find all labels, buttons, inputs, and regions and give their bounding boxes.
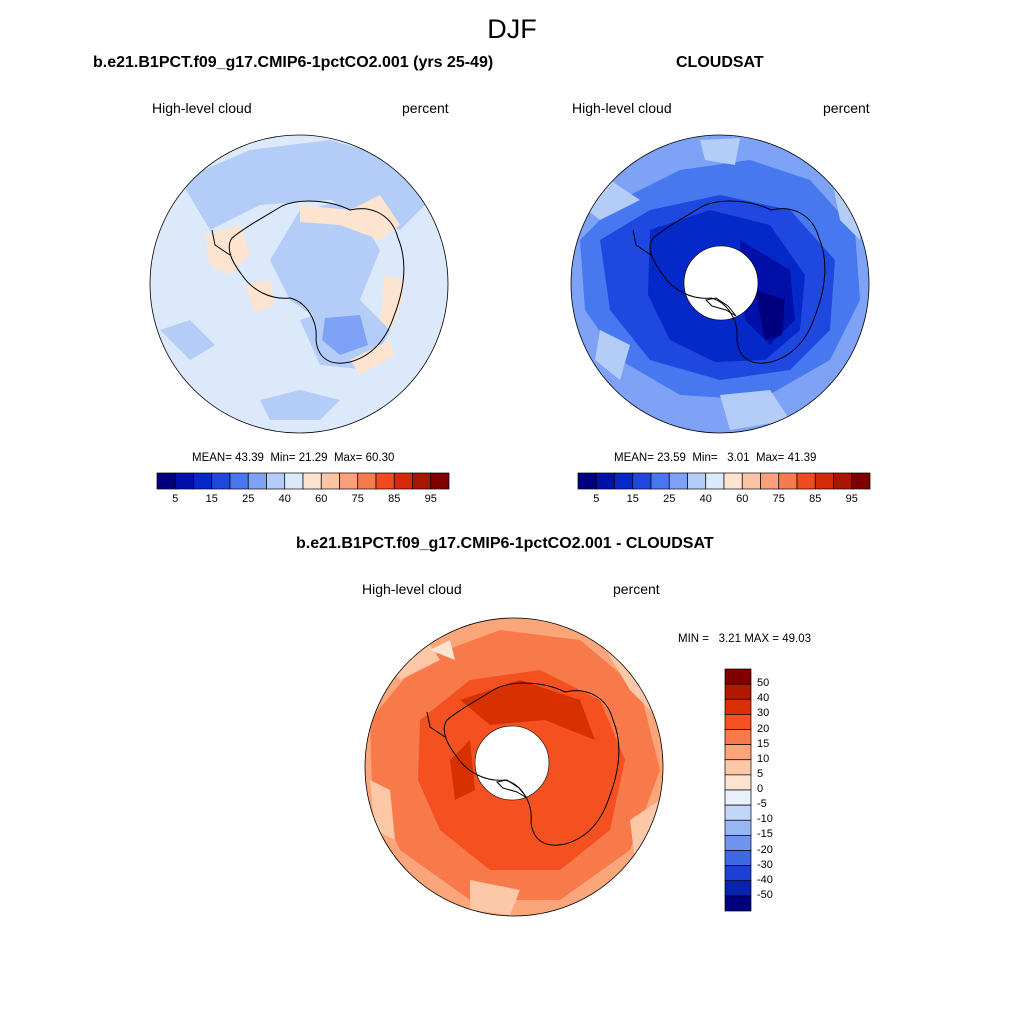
panel1-max-label: Max=: [333, 452, 363, 464]
panel3-units-label: percent: [613, 581, 660, 597]
panel2-max-label: Max=: [755, 452, 785, 464]
colorbar-cell: [724, 759, 752, 776]
colorbar-tick-label: 95: [424, 493, 437, 505]
panel2-units-label: percent: [823, 100, 870, 116]
panel3-title: b.e21.B1PCT.f09_g17.CMIP6-1pctCO2.001 - …: [296, 535, 714, 552]
panel2-variable-label: High-level cloud: [572, 100, 672, 116]
panel1-coastline: [211, 200, 405, 364]
colorbar-cell: [724, 789, 752, 806]
panel2-min-label: Min=: [692, 452, 718, 464]
colorbar-cell: [851, 472, 871, 490]
panel1-stats: MEAN= 43.39 Min= 21.29 Max= 60.30: [192, 452, 394, 464]
colorbar-tick-label: -50: [757, 888, 773, 901]
colorbar-cell: [724, 895, 752, 912]
colorbar-cell: [724, 804, 752, 821]
panel1-variable-label: High-level cloud: [152, 100, 252, 116]
colorbar-cell: [724, 865, 752, 882]
panel1-min-label: Min=: [270, 452, 296, 464]
colorbar-tick-label: 15: [205, 493, 218, 505]
colorbar-tick-label: 75: [351, 493, 364, 505]
panel1-cloud-field: [150, 135, 448, 433]
colorbar-cell: [724, 835, 752, 851]
colorbar-tick-label: 40: [757, 692, 770, 705]
colorbar-tick-label: 85: [809, 493, 822, 505]
panel3-stats: MIN = 3.21 MAX = 49.03: [678, 633, 811, 645]
colorbar-cell: [724, 880, 752, 897]
panel2-pole-hole: [683, 245, 759, 321]
panel2-stats: MEAN= 23.59 Min= 3.01 Max= 41.39: [614, 452, 816, 464]
colorbar-tick-label: 30: [757, 707, 770, 720]
panel2-cloud-field: [571, 135, 869, 433]
panel2-coastline: [632, 200, 826, 364]
colorbar-tick-label: 15: [626, 493, 639, 505]
colorbar-tick-label: -30: [757, 858, 773, 871]
colorbar-tick-label: 15: [757, 737, 770, 750]
panel1-map-border: [149, 134, 449, 434]
panel3-pole-hole: [474, 725, 550, 801]
colorbar-tick-label: 40: [699, 493, 712, 505]
panel3-min-value: 3.21: [718, 633, 741, 645]
colorbar-tick-label: 25: [242, 493, 255, 505]
colorbar-tick-label: 25: [663, 493, 676, 505]
colorbar-tick-label: -10: [757, 813, 773, 826]
panel1-colorbar: [156, 472, 450, 490]
panel1-max-value: 60.30: [365, 452, 395, 464]
panel3-colorbar-ticks: 50 40 30 20 15 10 5 0 -5 -10 -15 -20 -30 -40 -50: [757, 669, 797, 911]
colorbar-tick-label: 5: [757, 767, 764, 780]
colorbar-tick-label: 40: [278, 493, 291, 505]
panel3-variable-label: High-level cloud: [362, 581, 462, 597]
colorbar-tick-label: -15: [757, 828, 773, 841]
colorbar-tick-label: 75: [772, 493, 785, 505]
colorbar-cell: [724, 819, 752, 836]
colorbar-tick-label: -5: [757, 798, 767, 811]
colorbar-tick-label: 5: [172, 493, 179, 505]
panel2-min-value: 3.01: [727, 452, 750, 464]
colorbar-cell: [724, 698, 752, 715]
colorbar-cell: [724, 714, 752, 730]
panel1-mean-value: 43.39: [235, 452, 264, 464]
colorbar-cell: [724, 729, 752, 745]
panel2-max-value: 41.39: [787, 452, 817, 464]
colorbar-cell: [724, 744, 752, 761]
colorbar-tick-label: 95: [845, 493, 858, 505]
panel3-max-value: 49.03: [782, 633, 812, 645]
panel1-title: b.e21.B1PCT.f09_g17.CMIP6-1pctCO2.001 (y…: [93, 54, 494, 71]
panel3-map-border: [364, 617, 664, 917]
panel2-colorbar: [577, 472, 871, 490]
colorbar-tick-label: 20: [757, 722, 770, 735]
panel3-diff-field: [365, 618, 663, 916]
panel3-coastline: [426, 682, 620, 846]
panel3-max-label: MAX =: [744, 633, 780, 645]
colorbar-tick-label: 85: [388, 493, 401, 505]
panel3-min-label: MIN =: [678, 633, 709, 645]
panel3-colorbar: [724, 668, 752, 912]
colorbar-cell: [724, 850, 752, 866]
colorbar-tick-label: 0: [757, 783, 764, 795]
colorbar-tick-label: 10: [757, 752, 770, 765]
colorbar-cell: [724, 668, 752, 685]
colorbar-tick-label: 60: [736, 493, 749, 505]
colorbar-cell: [724, 774, 752, 791]
panel1-units-label: percent: [402, 100, 449, 116]
colorbar-tick-label: -20: [757, 843, 773, 856]
colorbar-tick-label: -40: [757, 873, 773, 886]
panel2-mean-value: 23.59: [657, 452, 686, 464]
panel1-colorbar-ticks: 5 15 25 40 60 75 85 95: [157, 493, 449, 507]
colorbar-tick-label: 5: [593, 493, 600, 505]
colorbar-tick-label: 60: [315, 493, 328, 505]
main-title: DJF: [487, 14, 537, 44]
panel2-mean-label: MEAN=: [614, 452, 654, 464]
colorbar-cell: [724, 683, 752, 700]
colorbar-cell: [430, 472, 450, 490]
panel1-mean-label: MEAN=: [192, 452, 232, 464]
panel2-title: CLOUDSAT: [676, 54, 764, 71]
panel2-map-border: [570, 134, 870, 434]
colorbar-tick-label: 50: [757, 677, 770, 690]
panel2-colorbar-ticks: 5 15 25 40 60 75 85 95: [578, 493, 870, 507]
panel1-min-value: 21.29: [298, 452, 328, 464]
